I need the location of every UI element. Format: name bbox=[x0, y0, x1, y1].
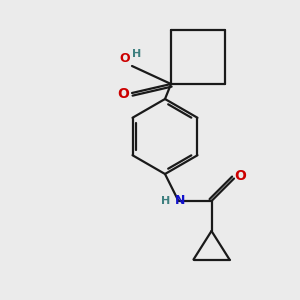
Text: H: H bbox=[132, 50, 142, 59]
Text: O: O bbox=[235, 169, 247, 182]
Text: O: O bbox=[117, 88, 129, 101]
Text: N: N bbox=[175, 194, 185, 208]
Text: O: O bbox=[120, 52, 130, 64]
Text: H: H bbox=[161, 196, 170, 206]
